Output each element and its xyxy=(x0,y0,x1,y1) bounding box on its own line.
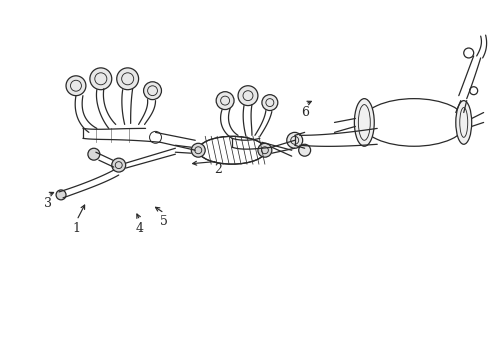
Text: 1: 1 xyxy=(73,222,81,235)
Circle shape xyxy=(143,82,161,100)
Circle shape xyxy=(117,68,138,90)
Circle shape xyxy=(90,68,112,90)
Text: 5: 5 xyxy=(160,215,168,228)
Circle shape xyxy=(88,148,100,160)
Circle shape xyxy=(112,158,125,172)
Text: 3: 3 xyxy=(43,197,51,210)
Circle shape xyxy=(286,132,302,148)
Circle shape xyxy=(257,143,271,157)
Text: 4: 4 xyxy=(136,222,143,235)
Ellipse shape xyxy=(361,99,465,146)
Circle shape xyxy=(191,143,205,157)
Text: 2: 2 xyxy=(213,163,221,176)
Ellipse shape xyxy=(354,99,373,146)
Circle shape xyxy=(66,76,86,96)
Circle shape xyxy=(262,95,277,111)
Circle shape xyxy=(298,144,310,156)
Circle shape xyxy=(216,92,234,109)
Ellipse shape xyxy=(198,136,265,164)
Circle shape xyxy=(56,190,66,200)
Circle shape xyxy=(238,86,257,105)
Ellipse shape xyxy=(455,100,471,144)
Text: 6: 6 xyxy=(301,105,308,119)
